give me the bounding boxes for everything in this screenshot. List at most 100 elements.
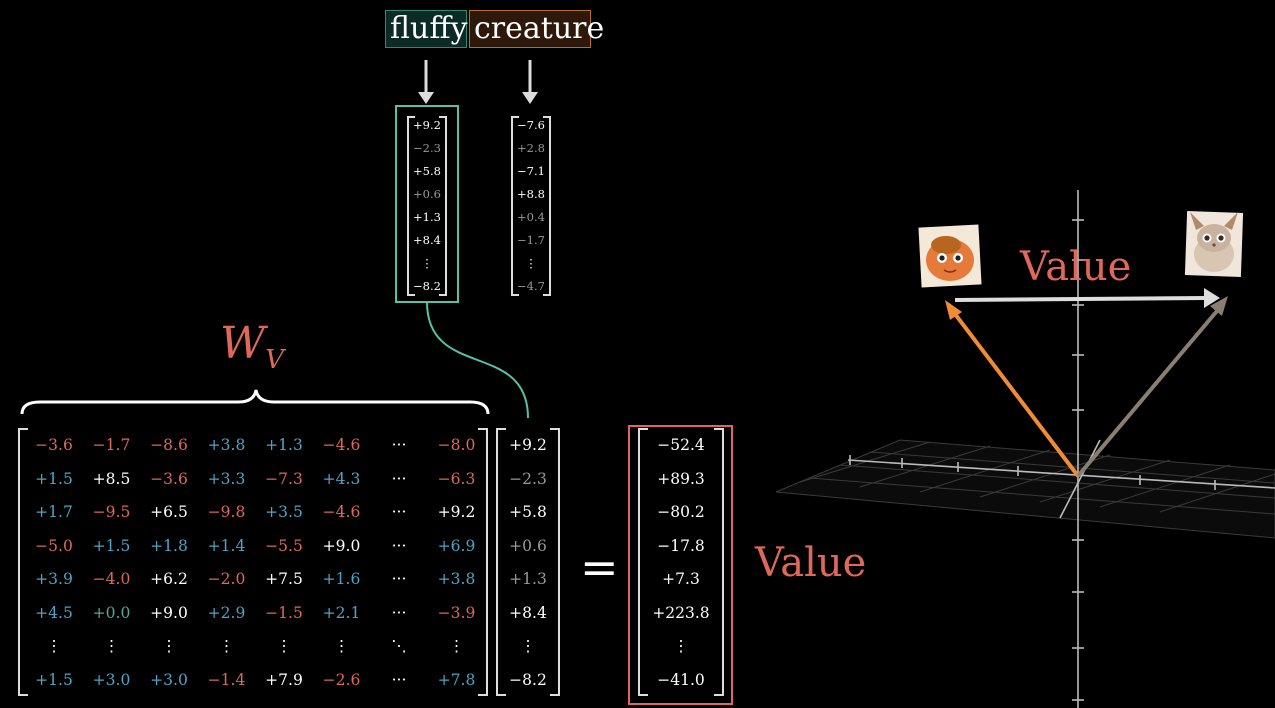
matrix-cell: +1.8 bbox=[150, 536, 188, 555]
fluffy-creature-icon bbox=[1184, 211, 1244, 277]
vector-entry: +5.8 bbox=[413, 164, 441, 178]
fluffy-vector: +9.2 −2.3 +5.8 +0.6 +1.3 +8.4 ⋮ −8.2 bbox=[407, 116, 447, 296]
matrix-cell: +3.8 bbox=[207, 436, 246, 454]
matrix-cell: +1.5 bbox=[35, 469, 73, 488]
matrix-cell: ··· bbox=[391, 536, 407, 555]
matrix-cell: +6.5 bbox=[150, 503, 188, 521]
vector-entry: +8.4 bbox=[509, 603, 547, 622]
down-arrow-fluffy-icon bbox=[418, 60, 434, 104]
vector-entry: +8.4 bbox=[413, 233, 441, 247]
matrix-cell: −2.6 bbox=[322, 670, 361, 689]
grid-plane bbox=[775, 439, 1275, 539]
matrix-cell: +9.0 bbox=[150, 603, 188, 622]
matrix-cell: ··· bbox=[391, 503, 407, 521]
matrix-cell: +1.3 bbox=[265, 436, 303, 454]
matrix-cell: +7.9 bbox=[265, 670, 303, 689]
vector-entry: −80.2 bbox=[657, 503, 705, 521]
vector-entry: +2.8 bbox=[517, 141, 545, 155]
matrix-cell: +4.5 bbox=[35, 603, 73, 622]
matrix-cell: −1.4 bbox=[207, 670, 246, 689]
matrix-cell: −3.6 bbox=[150, 469, 188, 488]
matrix-cell: ⋮ bbox=[103, 637, 120, 655]
matrix-cell: −6.3 bbox=[437, 469, 476, 488]
vector-entry: −8.2 bbox=[413, 279, 441, 293]
vector-entry: +0.4 bbox=[517, 210, 545, 224]
matrix-cell: +6.2 bbox=[150, 570, 188, 588]
matrix-cell: +1.7 bbox=[35, 503, 73, 521]
creature-vector: −7.6 +2.8 −7.1 +8.8 +0.4 −1.7 ⋮ −4.7 bbox=[511, 116, 551, 296]
vector-entry: ⋮ bbox=[673, 637, 689, 655]
matrix-cell: +3.8 bbox=[437, 570, 476, 588]
result-value-label: Value bbox=[755, 540, 867, 586]
vector-entry: −41.0 bbox=[657, 670, 705, 689]
matrix-cell: ⋮ bbox=[276, 637, 292, 655]
matrix-cell: +9.0 bbox=[322, 536, 361, 555]
matrix-cell: +7.5 bbox=[265, 570, 303, 588]
matrix-cell: +3.0 bbox=[92, 670, 131, 689]
connector-curve bbox=[426, 301, 529, 419]
token-creature: creature bbox=[469, 10, 604, 48]
vector-entry: +9.2 bbox=[413, 118, 441, 132]
matrix-cell: −1.7 bbox=[92, 436, 131, 454]
matrix-cell: ··· bbox=[391, 570, 407, 588]
matrix-cell: +1.5 bbox=[35, 670, 73, 689]
matrix-cell: +8.5 bbox=[92, 469, 131, 488]
matrix-cell: ⋱ bbox=[391, 637, 407, 655]
vector-entry: −52.4 bbox=[657, 436, 705, 454]
matrix-cell: −4.6 bbox=[322, 436, 361, 454]
vector-entry: +0.6 bbox=[509, 536, 547, 555]
matrix-cell: ··· bbox=[391, 469, 407, 488]
matrix-cell: −9.5 bbox=[92, 503, 131, 521]
vector-entry: −2.3 bbox=[413, 141, 441, 155]
down-arrow-creature-icon bbox=[522, 60, 538, 104]
result-vector: −52.4 +89.3 −80.2 −17.8 +7.3 +223.8 ⋮ −41.0 bbox=[638, 428, 724, 696]
matrix-cell: −4.6 bbox=[322, 503, 361, 521]
matrix-cell: −3.6 bbox=[35, 436, 73, 454]
arrow-value-label: Value bbox=[1020, 244, 1132, 290]
matrix-cell: −4.0 bbox=[92, 570, 131, 588]
vector-entry: ⋮ bbox=[525, 256, 537, 270]
vector-entry: +5.8 bbox=[509, 503, 547, 521]
token-fluffy: fluffy bbox=[385, 10, 468, 48]
matrix-cell: −2.0 bbox=[207, 570, 246, 588]
vector-entry: +0.6 bbox=[413, 187, 441, 201]
matrix-cell: ⋮ bbox=[448, 637, 465, 655]
matrix-cell: ⋮ bbox=[46, 637, 62, 655]
vector-entry: ⋮ bbox=[520, 637, 536, 655]
matrix-cell: −3.9 bbox=[437, 603, 476, 622]
vector-entry: +1.3 bbox=[413, 210, 441, 224]
matrix-cell: ⋮ bbox=[161, 637, 177, 655]
matrix-cell: −5.5 bbox=[265, 536, 303, 555]
vector-entry: ⋮ bbox=[421, 256, 433, 270]
matrix-cell: ··· bbox=[391, 603, 407, 622]
input-vector: +9.2 −2.3 +5.8 +0.6 +1.3 +8.4 ⋮ −8.2 bbox=[496, 428, 560, 696]
axes bbox=[847, 190, 1275, 708]
matrix-cell: +7.8 bbox=[437, 670, 476, 689]
result-highlight bbox=[628, 425, 733, 705]
vector-entry: −7.1 bbox=[517, 164, 545, 178]
value-arrow-icon bbox=[954, 288, 1220, 308]
matrix-cell: +2.1 bbox=[322, 603, 361, 622]
vector-entry: +9.2 bbox=[509, 436, 547, 454]
matrix-cell: −1.5 bbox=[265, 603, 303, 622]
matrix-cell: +3.9 bbox=[35, 570, 73, 588]
matrix-cell: +3.0 bbox=[150, 670, 188, 689]
matrix-cell: −7.3 bbox=[265, 469, 303, 488]
matrix-cell: +0.0 bbox=[92, 603, 131, 622]
vector-entry: −17.8 bbox=[657, 536, 705, 555]
value-matrix: −3.6 −1.7 −8.6 +3.8 +1.3 −4.6 ··· −8.0 +1.5 +8.5−… bbox=[18, 428, 488, 696]
vector-entry: −1.7 bbox=[517, 233, 545, 247]
matrix-cell: +6.9 bbox=[437, 536, 476, 555]
matrix-cell: −8.0 bbox=[437, 436, 476, 454]
vector-entry: +1.3 bbox=[509, 570, 547, 588]
matrix-cell: +1.6 bbox=[322, 570, 361, 588]
matrix-cell: +3.3 bbox=[207, 469, 246, 488]
vector-entry: +7.3 bbox=[662, 570, 700, 588]
matrix-cell: +4.3 bbox=[322, 469, 361, 488]
vector-entry: +89.3 bbox=[657, 469, 705, 488]
vector-entry: −8.2 bbox=[509, 670, 547, 689]
matrix-cell: +1.4 bbox=[207, 536, 246, 555]
orange-vector-icon bbox=[945, 300, 1080, 478]
matrix-cell: +9.2 bbox=[437, 503, 476, 521]
